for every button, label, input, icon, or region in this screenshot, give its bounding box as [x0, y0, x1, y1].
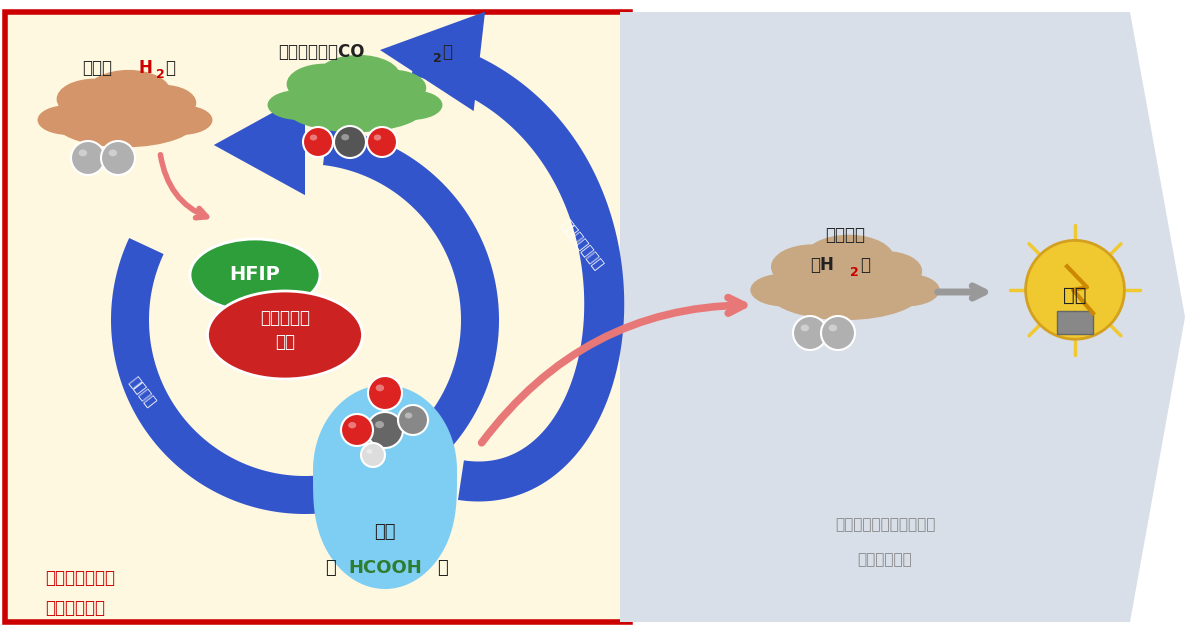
- Text: 二酸化炭素回収: 二酸化炭素回収: [558, 217, 606, 272]
- Ellipse shape: [404, 413, 413, 418]
- Ellipse shape: [821, 316, 856, 350]
- Ellipse shape: [376, 384, 384, 391]
- Ellipse shape: [359, 71, 426, 105]
- Ellipse shape: [101, 141, 134, 175]
- Text: ）: ）: [166, 59, 175, 77]
- Text: 二酸化炭素（CO: 二酸化炭素（CO: [278, 43, 365, 61]
- Polygon shape: [214, 95, 305, 195]
- Text: ）: ）: [860, 256, 870, 274]
- Ellipse shape: [767, 261, 923, 319]
- Ellipse shape: [79, 149, 88, 156]
- Text: ギ酸合成: ギ酸合成: [126, 374, 158, 410]
- Polygon shape: [380, 12, 485, 111]
- Ellipse shape: [109, 149, 118, 156]
- Text: （開発技術）: （開発技術）: [46, 599, 106, 617]
- Text: ）: ）: [442, 43, 452, 61]
- Ellipse shape: [317, 55, 401, 100]
- FancyBboxPatch shape: [5, 12, 630, 622]
- Text: H: H: [138, 59, 152, 77]
- Ellipse shape: [772, 245, 853, 289]
- Text: 2: 2: [850, 265, 859, 278]
- Text: 高圧水素: 高圧水素: [826, 226, 865, 244]
- Text: 水素（: 水素（: [82, 59, 112, 77]
- Ellipse shape: [380, 91, 442, 119]
- Ellipse shape: [208, 291, 362, 379]
- Ellipse shape: [751, 274, 817, 306]
- Text: ギ酸からの水素を用いた: ギ酸からの水素を用いた: [835, 517, 935, 532]
- Ellipse shape: [793, 316, 827, 350]
- Polygon shape: [323, 127, 499, 507]
- Text: ギ酸: ギ酸: [374, 523, 396, 541]
- Ellipse shape: [348, 422, 356, 428]
- Ellipse shape: [361, 443, 385, 467]
- Ellipse shape: [829, 324, 838, 331]
- Ellipse shape: [283, 78, 427, 132]
- Ellipse shape: [341, 414, 373, 446]
- Ellipse shape: [804, 236, 894, 284]
- Polygon shape: [412, 37, 624, 501]
- Ellipse shape: [398, 405, 428, 435]
- Ellipse shape: [334, 126, 366, 158]
- Ellipse shape: [190, 239, 320, 311]
- Polygon shape: [337, 440, 438, 537]
- Text: 2: 2: [156, 69, 164, 81]
- Text: イリジウム
触媒: イリジウム 触媒: [260, 309, 310, 351]
- Ellipse shape: [850, 252, 922, 290]
- Ellipse shape: [302, 127, 334, 157]
- Ellipse shape: [367, 127, 397, 157]
- Ellipse shape: [368, 376, 402, 410]
- Polygon shape: [620, 12, 1186, 622]
- FancyBboxPatch shape: [1057, 311, 1093, 334]
- Ellipse shape: [373, 134, 382, 140]
- Ellipse shape: [1026, 241, 1124, 339]
- Ellipse shape: [53, 93, 197, 147]
- Ellipse shape: [150, 106, 211, 134]
- Ellipse shape: [872, 274, 938, 306]
- Text: ）: ）: [437, 559, 448, 577]
- Polygon shape: [112, 238, 338, 514]
- Ellipse shape: [58, 79, 132, 119]
- Text: 2: 2: [433, 52, 442, 66]
- Ellipse shape: [130, 86, 196, 120]
- Ellipse shape: [71, 141, 106, 175]
- Ellipse shape: [38, 106, 100, 134]
- Text: （H: （H: [810, 256, 834, 274]
- Ellipse shape: [366, 449, 372, 454]
- Text: 発電: 発電: [1063, 285, 1087, 304]
- Ellipse shape: [800, 324, 809, 331]
- Ellipse shape: [287, 64, 362, 104]
- Ellipse shape: [341, 134, 349, 140]
- Ellipse shape: [86, 71, 170, 115]
- Ellipse shape: [310, 134, 317, 140]
- Text: HCOOH: HCOOH: [348, 559, 422, 577]
- Text: 発電システム: 発電システム: [858, 553, 912, 568]
- Text: （: （: [325, 559, 335, 577]
- Polygon shape: [313, 385, 457, 589]
- Ellipse shape: [367, 412, 403, 448]
- Ellipse shape: [376, 421, 384, 428]
- Ellipse shape: [269, 91, 330, 119]
- Text: HFIP: HFIP: [229, 265, 281, 285]
- Text: ギ酸の直接再生: ギ酸の直接再生: [46, 569, 115, 587]
